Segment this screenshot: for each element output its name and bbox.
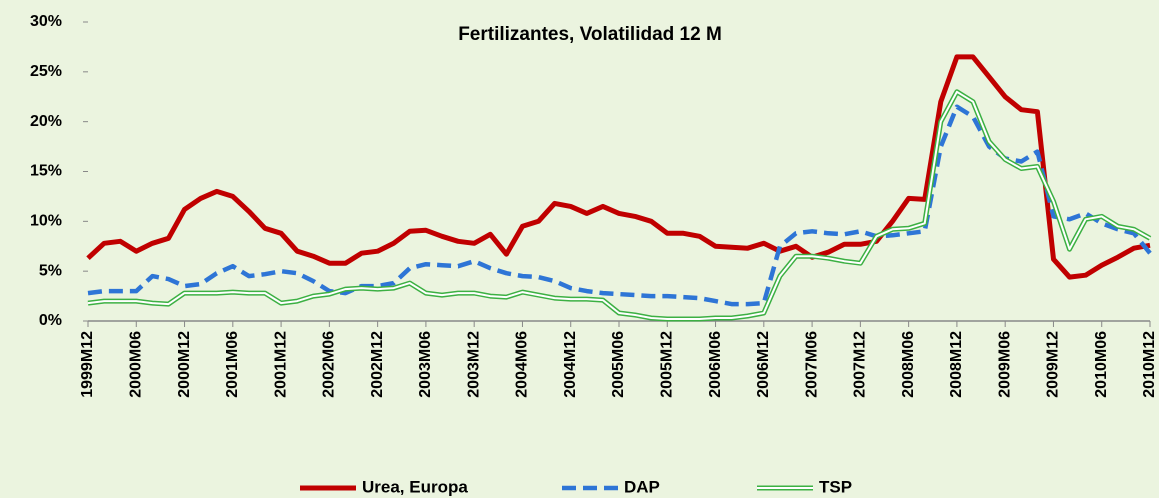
x-tick-label: 2007M12 xyxy=(852,331,869,398)
chart-title: Fertilizantes, Volatilidad 12 M xyxy=(458,24,722,45)
x-tick-label: 2002M06 xyxy=(321,331,338,398)
y-tick-label: 15% xyxy=(30,163,62,180)
x-tick-label: 2004M06 xyxy=(514,331,531,398)
y-tick-label: 20% xyxy=(30,113,62,130)
y-tick-label: 30% xyxy=(30,13,62,30)
y-tick-label: 10% xyxy=(30,213,62,230)
legend-label: Urea, Europa xyxy=(362,477,468,496)
x-tick-label: 2005M06 xyxy=(610,331,627,398)
x-tick-label: 2007M06 xyxy=(803,331,820,398)
y-tick-label: 5% xyxy=(39,262,62,279)
x-tick-label: 2006M06 xyxy=(707,331,724,398)
x-tick-label: 2000M12 xyxy=(176,331,193,398)
legend-label: TSP xyxy=(819,477,852,496)
x-tick-label: 2000M06 xyxy=(127,331,144,398)
series-line-inner xyxy=(87,90,1151,320)
series-line xyxy=(86,54,1151,280)
series-line xyxy=(87,104,1152,307)
x-tick-label: 2002M12 xyxy=(369,331,386,398)
x-tick-label: 2009M12 xyxy=(1045,331,1062,398)
x-tick-label: 2003M06 xyxy=(417,331,434,398)
x-tick-label: 2004M12 xyxy=(562,331,579,398)
x-tick-label: 2008M12 xyxy=(948,331,965,398)
legend-label: DAP xyxy=(624,477,660,496)
x-tick-label: 2005M12 xyxy=(658,331,675,398)
x-tick-label: 2001M06 xyxy=(224,331,241,398)
x-tick-label: 2010M12 xyxy=(1141,331,1158,398)
x-tick-label: 2001M12 xyxy=(272,331,289,398)
y-tick-label: 25% xyxy=(30,63,62,80)
x-tick-label: 2006M12 xyxy=(755,331,772,398)
x-tick-label: 1999M12 xyxy=(79,331,96,398)
x-tick-label: 2003M12 xyxy=(465,331,482,398)
x-tick-label: 2008M06 xyxy=(900,331,917,398)
y-tick-label: 0% xyxy=(39,312,62,329)
x-tick-label: 2010M06 xyxy=(1093,331,1110,398)
x-tick-label: 2009M06 xyxy=(996,331,1013,398)
